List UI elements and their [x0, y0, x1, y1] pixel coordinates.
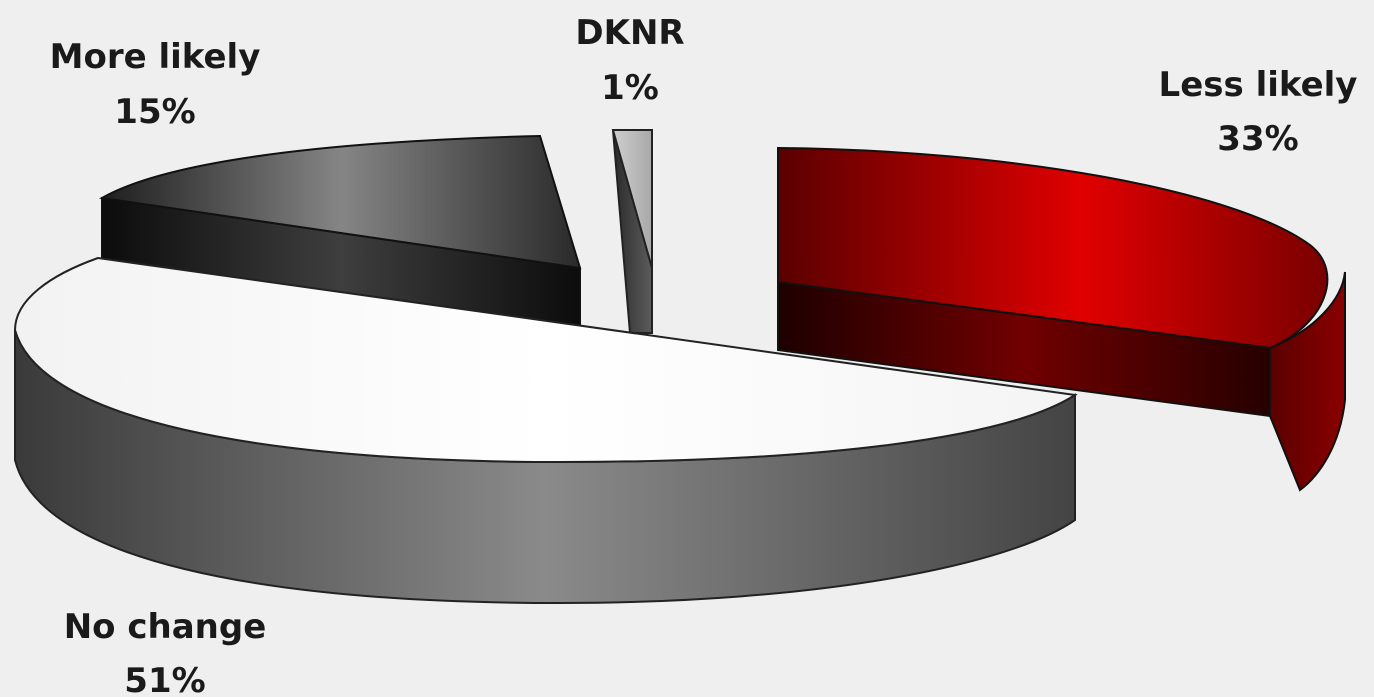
pie-slice-no-change-top [13, 256, 1078, 464]
pie-slice-less-likely-top [777, 146, 1329, 350]
label-no-change-value: 51% [124, 661, 205, 697]
label-more-likely-name: More likely [50, 37, 261, 77]
pie-slice-more-likely-top [98, 134, 582, 270]
label-no-change-name: No change [64, 607, 267, 647]
pie-slice-dknr-top [611, 129, 653, 269]
label-less-likely-value: 33% [1217, 119, 1298, 159]
label-less-likely-name: Less likely [1159, 65, 1358, 105]
label-dknr-value: 1% [601, 68, 659, 108]
pie-slice-more-likely [98, 134, 582, 328]
label-dknr-name: DKNR [575, 13, 684, 53]
pie-slice-less-likely-end [1269, 271, 1346, 492]
label-more-likely-value: 15% [114, 92, 195, 132]
pie-slice-no-change [13, 256, 1078, 605]
pie-slice-less-likely [777, 146, 1346, 492]
pie-slice-dknr [611, 129, 653, 334]
